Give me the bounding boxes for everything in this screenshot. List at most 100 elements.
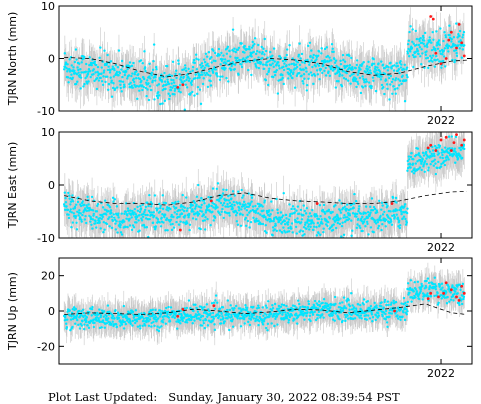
daily-point — [227, 194, 230, 198]
daily-point — [105, 213, 108, 216]
daily-point — [373, 67, 377, 71]
daily-point — [401, 74, 404, 78]
daily-point — [181, 208, 184, 211]
daily-point — [152, 43, 156, 46]
daily-point — [365, 80, 368, 83]
daily-point — [233, 47, 236, 50]
daily-point — [348, 214, 352, 217]
daily-point — [241, 196, 244, 199]
daily-point — [210, 56, 213, 59]
daily-point — [219, 213, 222, 216]
y-tick-label: -10 — [37, 105, 55, 118]
daily-point — [272, 75, 275, 79]
daily-point — [166, 64, 169, 68]
daily-point — [172, 215, 175, 219]
daily-point — [165, 217, 169, 220]
daily-point — [348, 64, 352, 67]
daily-point — [338, 73, 342, 76]
daily-point — [146, 218, 150, 221]
daily-point — [410, 151, 413, 155]
daily-point — [319, 68, 323, 71]
y-tick-label: 10 — [41, 126, 55, 139]
daily-point — [97, 79, 101, 82]
daily-point — [450, 40, 453, 43]
daily-point — [361, 75, 364, 78]
daily-point — [416, 49, 420, 53]
daily-point — [208, 70, 211, 73]
daily-point — [357, 207, 361, 211]
daily-point — [172, 81, 176, 84]
daily-point — [130, 74, 133, 78]
daily-point — [390, 67, 393, 70]
daily-point — [330, 43, 334, 46]
daily-point — [348, 217, 351, 221]
daily-point — [369, 205, 372, 209]
daily-point — [283, 222, 287, 226]
daily-point — [152, 211, 155, 214]
daily-point — [322, 227, 325, 230]
daily-point — [232, 50, 235, 53]
daily-point — [271, 58, 275, 62]
daily-point — [199, 102, 203, 106]
daily-point — [346, 216, 349, 219]
daily-point — [378, 70, 382, 73]
daily-point — [80, 220, 83, 223]
daily-point — [150, 74, 153, 77]
daily-point — [130, 64, 134, 68]
daily-point — [139, 204, 142, 208]
daily-point — [96, 65, 100, 69]
daily-point — [163, 215, 166, 219]
daily-point — [257, 212, 260, 215]
daily-point — [189, 206, 192, 209]
daily-point — [290, 69, 293, 72]
daily-point — [84, 76, 87, 80]
daily-point — [234, 214, 238, 217]
daily-point — [111, 65, 114, 68]
daily-point — [450, 37, 453, 41]
daily-point — [194, 73, 198, 76]
daily-point — [236, 48, 240, 52]
daily-point — [100, 217, 103, 221]
daily-point — [441, 53, 444, 56]
daily-point — [119, 231, 123, 234]
panel-2: 10 0 -10 2022 TJRN East (mm) — [6, 126, 473, 254]
daily-point — [246, 219, 250, 223]
daily-point — [70, 226, 73, 229]
daily-point — [244, 203, 247, 206]
daily-point — [226, 202, 229, 206]
daily-point — [140, 84, 144, 87]
daily-point — [113, 68, 116, 72]
daily-point — [191, 217, 195, 220]
daily-point — [422, 163, 425, 166]
daily-point — [311, 56, 315, 60]
daily-point — [385, 83, 389, 86]
daily-point — [85, 209, 89, 213]
daily-point — [310, 49, 313, 52]
daily-point — [191, 65, 195, 69]
daily-point — [375, 210, 379, 214]
daily-point — [340, 85, 344, 88]
daily-point — [158, 202, 161, 206]
daily-point — [238, 58, 242, 62]
daily-point — [302, 82, 305, 85]
daily-point — [204, 211, 208, 214]
daily-point — [110, 226, 114, 230]
daily-point — [83, 218, 87, 221]
daily-point — [144, 213, 147, 217]
daily-point — [376, 220, 380, 224]
daily-point — [301, 234, 304, 237]
daily-point — [373, 70, 376, 74]
daily-point — [323, 69, 326, 73]
daily-point — [80, 218, 83, 221]
daily-point — [394, 92, 397, 95]
daily-point — [309, 225, 312, 229]
daily-point — [138, 210, 142, 214]
rapid-point — [434, 149, 438, 152]
daily-point — [284, 231, 287, 234]
daily-point — [397, 67, 401, 71]
daily-point — [78, 209, 81, 212]
daily-point — [406, 207, 409, 210]
daily-point — [375, 69, 378, 72]
daily-point — [257, 43, 260, 47]
daily-point — [162, 201, 165, 205]
